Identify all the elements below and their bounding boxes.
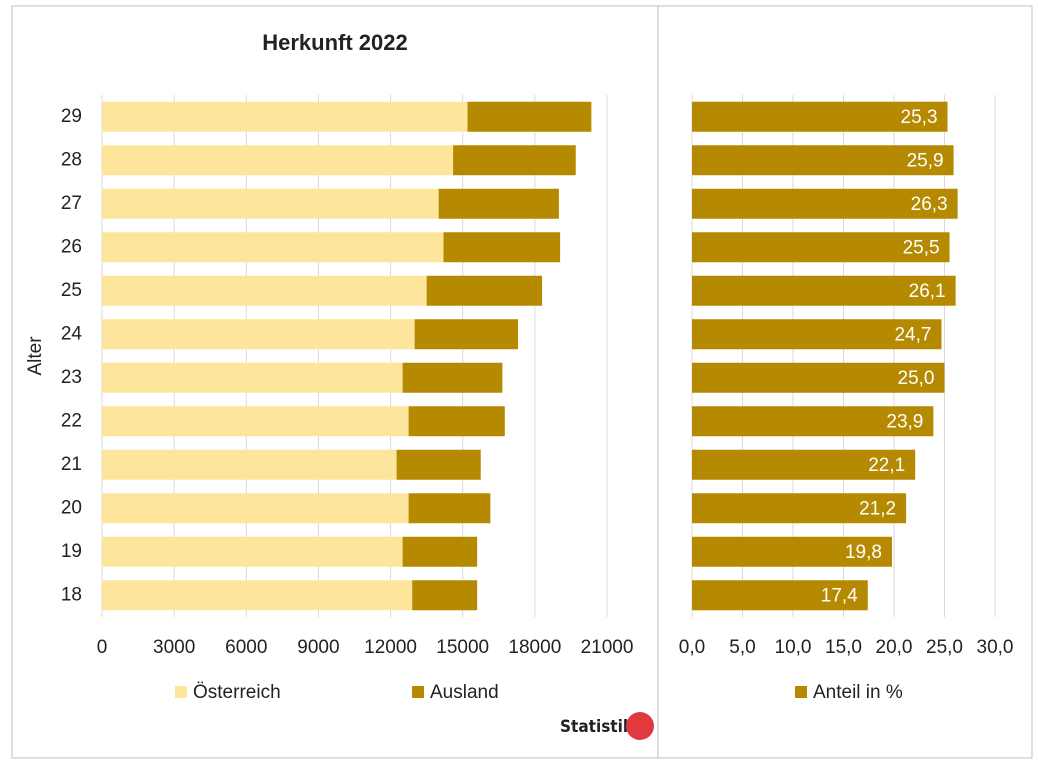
- bar: [692, 536, 892, 567]
- x-tick-label: 10,0: [775, 637, 812, 658]
- y-tick-label: 22: [61, 410, 82, 431]
- bar: [102, 493, 409, 524]
- bar: [692, 406, 934, 437]
- x-tick-label: 5,0: [729, 637, 755, 658]
- y-tick-label: 19: [61, 541, 82, 562]
- data-label: 25,3: [901, 107, 938, 128]
- bar: [692, 449, 916, 480]
- y-axis-label: Alter: [25, 336, 46, 376]
- bar: [692, 188, 958, 219]
- bar: [692, 101, 948, 132]
- bar: [692, 232, 950, 263]
- x-tick-label: 9000: [297, 637, 339, 658]
- bar: [102, 275, 427, 306]
- bar: [102, 101, 468, 132]
- data-label: 24,7: [894, 324, 931, 345]
- bar: [102, 536, 403, 567]
- data-label: 21,2: [859, 498, 896, 519]
- bar: [102, 232, 444, 263]
- x-tick-label: 15,0: [825, 637, 862, 658]
- bar: [414, 319, 519, 350]
- y-tick-label: 25: [61, 280, 82, 301]
- x-tick-label: 15000: [436, 637, 489, 658]
- data-label: 19,8: [845, 542, 882, 563]
- bar: [102, 319, 415, 350]
- bar: [102, 362, 403, 393]
- x-tick-label: 12000: [364, 637, 417, 658]
- x-tick-label: 20,0: [876, 637, 913, 658]
- bar: [102, 406, 409, 437]
- x-tick-label: 30,0: [977, 637, 1014, 658]
- bar: [396, 449, 481, 480]
- bar: [102, 580, 413, 611]
- y-tick-label: 23: [61, 367, 82, 388]
- y-tick-label: 20: [61, 497, 82, 518]
- x-tick-label: 21000: [581, 637, 634, 658]
- bar: [692, 362, 945, 393]
- bar: [412, 580, 478, 611]
- bar: [467, 101, 592, 132]
- bar: [692, 145, 954, 176]
- data-label: 23,9: [886, 411, 923, 432]
- legend-label: Anteil in %: [813, 682, 903, 703]
- x-tick-label: 3000: [153, 637, 195, 658]
- data-label: 26,3: [911, 194, 948, 215]
- x-tick-label: 18000: [508, 637, 561, 658]
- x-tick-label: 0: [97, 637, 108, 658]
- bar: [438, 188, 559, 219]
- bar: [102, 449, 397, 480]
- bar: [102, 145, 454, 176]
- bar: [102, 188, 439, 219]
- data-label: 25,9: [907, 150, 944, 171]
- bar: [443, 232, 561, 263]
- y-tick-label: 27: [61, 193, 82, 214]
- data-label: 26,1: [909, 281, 946, 302]
- bar: [692, 319, 942, 350]
- legend-label: Österreich: [193, 682, 281, 703]
- y-tick-label: 18: [61, 584, 82, 605]
- bar: [692, 580, 868, 611]
- y-tick-label: 28: [61, 149, 82, 170]
- data-label: 25,0: [898, 368, 935, 389]
- x-tick-label: 6000: [225, 637, 267, 658]
- bar: [408, 493, 491, 524]
- legend-label: Ausland: [430, 682, 499, 703]
- chart-title: Herkunft 2022: [262, 30, 408, 55]
- bar: [402, 536, 478, 567]
- legend-swatch: [175, 686, 187, 698]
- x-tick-label: 25,0: [926, 637, 963, 658]
- y-tick-label: 26: [61, 236, 82, 257]
- legend-swatch: [412, 686, 424, 698]
- bar: [402, 362, 503, 393]
- legend-swatch: [795, 686, 807, 698]
- y-tick-label: 21: [61, 454, 82, 475]
- x-tick-label: 0,0: [679, 637, 705, 658]
- y-tick-label: 24: [61, 323, 83, 344]
- bar: [426, 275, 543, 306]
- bar: [453, 145, 576, 176]
- logo-icon: [626, 712, 654, 740]
- data-label: 17,4: [821, 585, 858, 606]
- logo-text: Statistik: [560, 717, 634, 737]
- bar: [408, 406, 505, 437]
- bar: [692, 275, 956, 306]
- bar: [692, 493, 907, 524]
- data-label: 25,5: [903, 237, 940, 258]
- y-tick-label: 29: [61, 106, 82, 127]
- data-label: 22,1: [868, 455, 905, 476]
